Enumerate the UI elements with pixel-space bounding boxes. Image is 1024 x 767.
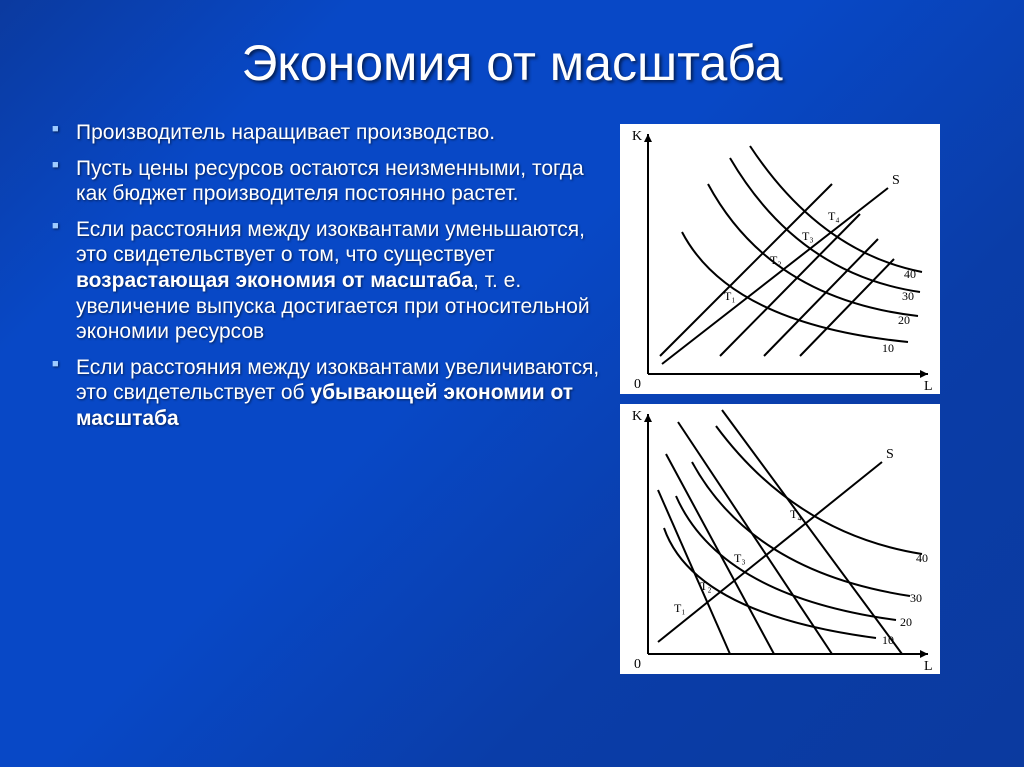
svg-text:K: K [632, 129, 642, 144]
bullet-text: Если расстояния между изоквантами уменьш… [76, 218, 585, 267]
chart-increasing-returns: K L 0 10 20 30 40 S T₁ T₂ T₃ T₄ [620, 124, 940, 394]
svg-text:30: 30 [902, 289, 914, 303]
svg-text:T₄: T₄ [790, 507, 802, 521]
svg-text:10: 10 [882, 341, 894, 355]
svg-text:20: 20 [898, 313, 910, 327]
svg-text:30: 30 [910, 591, 922, 605]
chart-decreasing-returns: K L 0 10 20 30 40 S T₁ T₂ T₃ T₄ [620, 404, 940, 674]
svg-text:T₂: T₂ [700, 579, 712, 593]
svg-text:L: L [924, 379, 933, 394]
bullet-item: Пусть цены ресурсов остаются неизменными… [50, 156, 610, 207]
svg-text:0: 0 [634, 657, 641, 672]
bullet-bold: возрастающая экономия от масштаба [76, 269, 473, 292]
isoquant-chart-decreasing: K L 0 10 20 30 40 S T₁ T₂ T₃ T₄ [620, 404, 940, 674]
bullet-item: Если расстояния между изоквантами уменьш… [50, 217, 610, 345]
svg-text:T₁: T₁ [724, 289, 736, 303]
svg-text:T₄: T₄ [828, 209, 840, 223]
svg-text:S: S [892, 173, 900, 188]
slide: Экономия от масштаба Производитель наращ… [0, 0, 1024, 767]
svg-text:20: 20 [900, 615, 912, 629]
svg-text:K: K [632, 409, 642, 424]
svg-text:40: 40 [916, 551, 928, 565]
svg-text:10: 10 [882, 633, 894, 647]
svg-text:L: L [924, 659, 933, 674]
svg-text:T₁: T₁ [674, 601, 686, 615]
bullet-text: Производитель наращивает производство. [76, 121, 495, 144]
charts-column: K L 0 10 20 30 40 S T₁ T₂ T₃ T₄ K L 0 10 20 30 40 S T₁ T₂ T₃ T… [620, 120, 980, 674]
svg-text:40: 40 [904, 267, 916, 281]
slide-title: Экономия от масштаба [0, 0, 1024, 92]
bullet-text: Пусть цены ресурсов остаются неизменными… [76, 157, 584, 206]
content-row: Производитель наращивает производство. Пу… [0, 92, 1024, 674]
svg-text:T₃: T₃ [734, 551, 746, 565]
bullet-item: Производитель наращивает производство. [50, 120, 610, 146]
bullet-column: Производитель наращивает производство. Пу… [50, 120, 620, 674]
bullet-item: Если расстояния между изоквантами увелич… [50, 355, 610, 432]
svg-text:0: 0 [634, 377, 641, 392]
svg-text:T₂: T₂ [770, 253, 782, 267]
bullet-list: Производитель наращивает производство. Пу… [50, 120, 610, 432]
svg-text:T₃: T₃ [802, 229, 814, 243]
svg-text:S: S [886, 447, 894, 462]
isoquant-chart-increasing: K L 0 10 20 30 40 S T₁ T₂ T₃ T₄ [620, 124, 940, 394]
